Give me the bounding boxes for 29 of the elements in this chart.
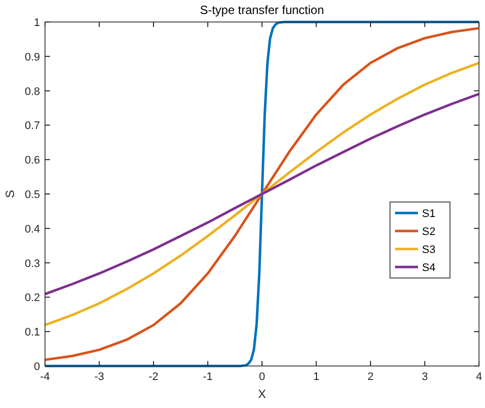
y-axis-title: S [3, 190, 17, 198]
legend-label: S3 [422, 244, 436, 256]
x-axis-title: X [258, 387, 266, 401]
x-tick-label: 0 [258, 371, 266, 383]
y-tick-label: 0.6 [24, 154, 40, 167]
y-tick-label: 0 [34, 361, 40, 373]
y-tick-label: 0.3 [24, 258, 40, 270]
line-series [44, 92, 480, 296]
chart-title: S-type transfer function [200, 3, 324, 17]
y-tick-label: 1 [34, 17, 40, 29]
legend-label: S4 [422, 262, 436, 274]
y-tick-label: 0.8 [24, 86, 40, 98]
x-tick-label: 2 [367, 371, 374, 383]
x-tick-label: -2 [148, 371, 158, 383]
y-tick-label: 0.7 [24, 120, 40, 132]
line-series [44, 62, 480, 326]
x-tick-label: 1 [313, 371, 320, 383]
y-tick-label: 0.1 [24, 326, 40, 339]
y-tick-label: 0.5 [24, 189, 40, 201]
y-tick-label: 0.2 [24, 292, 40, 304]
x-tick-label: -3 [94, 371, 104, 383]
x-tick-label: 4 [476, 371, 482, 383]
legend-label: S1 [422, 208, 436, 220]
x-tick-label: 3 [422, 371, 428, 383]
legend-label: S2 [422, 226, 436, 238]
y-tick-label: 0.9 [24, 51, 40, 64]
x-tick-label: -1 [202, 371, 213, 383]
y-tick-label: 0.4 [24, 223, 40, 236]
x-tick-label: -4 [40, 371, 50, 383]
